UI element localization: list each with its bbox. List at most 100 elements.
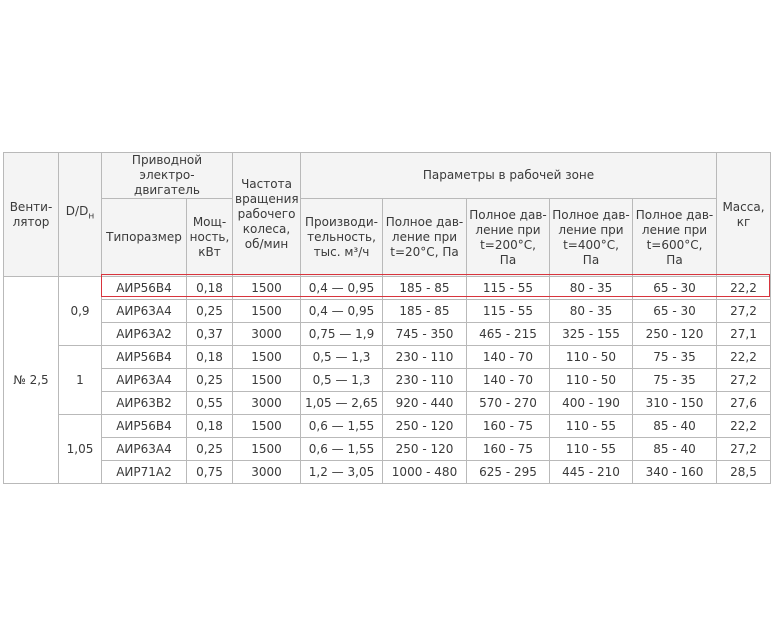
table-cell: 745 - 350 bbox=[382, 322, 467, 346]
table-cell: 0,18 bbox=[186, 414, 233, 438]
table-cell: 1,2 — 3,05 bbox=[300, 460, 383, 484]
table-cell: 3000 bbox=[232, 391, 301, 415]
table-cell: 80 - 35 bbox=[549, 299, 633, 323]
table-cell: АИР63А2 bbox=[101, 322, 187, 346]
header-cell: Венти- лятор bbox=[3, 152, 59, 277]
table-header: Венти- лятор D/Dн Приводной электро- дви… bbox=[3, 152, 771, 277]
table-cell: 0,25 bbox=[186, 368, 233, 392]
table-cell: 0,9 bbox=[58, 276, 102, 346]
table-row: 1 АИР56В4 0,18 1500 0,5 — 1,3 230 - 110 140 - … bbox=[4, 345, 771, 415]
table-cell: 0,4 — 0,95 bbox=[300, 299, 383, 323]
table-cell: 400 - 190 bbox=[549, 391, 633, 415]
table-row: АИР63В2 0,55 3000 1,05 — 2,65 920 - 440 570 -… bbox=[4, 391, 771, 415]
table-cell: 160 - 75 bbox=[466, 437, 550, 461]
table-cell: АИР63А4 bbox=[101, 299, 187, 323]
table-cell: 185 - 85 bbox=[382, 299, 467, 323]
table-cell: 110 - 50 bbox=[549, 368, 633, 392]
table-cell: 0,18 bbox=[186, 276, 233, 300]
table-cell: 75 - 35 bbox=[632, 345, 717, 369]
table-cell: 0,25 bbox=[186, 437, 233, 461]
table-cell: 250 - 120 bbox=[382, 414, 467, 438]
table-row: 1,05 АИР56В4 0,18 1500 0,6 — 1,55 250 - 120 16… bbox=[4, 414, 771, 484]
table-cell: 1500 bbox=[232, 414, 301, 438]
table-cell: 27,2 bbox=[716, 437, 771, 461]
table-cell: 22,2 bbox=[716, 345, 771, 369]
table-cell: 230 - 110 bbox=[382, 345, 467, 369]
table-cell: 0,5 — 1,3 bbox=[300, 368, 383, 392]
table-cell: 185 - 85 bbox=[382, 276, 467, 300]
header-text: D/D bbox=[65, 204, 89, 219]
table-cell: 0,37 bbox=[186, 322, 233, 346]
table-row: АИР63А4 0,25 1500 0,6 — 1,55 250 - 120 160 - … bbox=[4, 437, 771, 461]
table-cell: 340 - 160 bbox=[632, 460, 717, 484]
table-cell: 1500 bbox=[232, 368, 301, 392]
table-cell: 110 - 55 bbox=[549, 437, 633, 461]
table-cell: 1500 bbox=[232, 345, 301, 369]
table-cell: 22,2 bbox=[716, 414, 771, 438]
table-cell: 0,4 — 0,95 bbox=[300, 276, 383, 300]
table-cell: № 2,5 bbox=[3, 276, 59, 484]
table-row: АИР71А2 0,75 3000 1,2 — 3,05 1000 - 480 625 -… bbox=[4, 460, 771, 484]
table-cell: 0,6 — 1,55 bbox=[300, 414, 383, 438]
header-cell: Масса, кг bbox=[716, 152, 771, 277]
table-cell: 140 - 70 bbox=[466, 368, 550, 392]
header-cell: Частота вращения рабочего колеса, об/мин bbox=[232, 152, 301, 277]
table-cell: 27,6 bbox=[716, 391, 771, 415]
table-cell: АИР56В4 bbox=[101, 414, 187, 438]
header-cell: Полное дав- ление при t=200°C, Па bbox=[466, 198, 550, 277]
header-cell: Приводной электро- двигатель bbox=[101, 152, 233, 199]
table-cell: АИР56В4 bbox=[101, 276, 187, 300]
header-cell: D/Dн bbox=[58, 152, 102, 277]
table-cell: 0,6 — 1,55 bbox=[300, 437, 383, 461]
table-row: АИР63А4 0,25 1500 0,5 — 1,3 230 - 110 140 - 7… bbox=[4, 368, 771, 392]
table-cell: 65 - 30 bbox=[632, 299, 717, 323]
table-cell: 115 - 55 bbox=[466, 299, 550, 323]
table-row: АИР63А4 0,25 1500 0,4 — 0,95 185 - 85 115 - 5… bbox=[4, 299, 771, 323]
table-cell: 1 bbox=[58, 345, 102, 415]
table-cell: 110 - 50 bbox=[549, 345, 633, 369]
table-cell: 625 - 295 bbox=[466, 460, 550, 484]
table-cell: 325 - 155 bbox=[549, 322, 633, 346]
header-row: Венти- лятор D/Dн Приводной электро- дви… bbox=[3, 152, 771, 277]
table-cell: 160 - 75 bbox=[466, 414, 550, 438]
header-cell: Полное дав- ление при t=400°C, Па bbox=[549, 198, 633, 277]
table-cell: 250 - 120 bbox=[382, 437, 467, 461]
table-cell: 1500 bbox=[232, 437, 301, 461]
table-cell: 22,2 bbox=[716, 276, 771, 300]
table-cell: 445 - 210 bbox=[549, 460, 633, 484]
header-cell: Параметры в рабочей зоне bbox=[300, 152, 717, 199]
table-cell: 0,25 bbox=[186, 299, 233, 323]
table-cell: 3000 bbox=[232, 460, 301, 484]
table-cell: 230 - 110 bbox=[382, 368, 467, 392]
table-cell: 920 - 440 bbox=[382, 391, 467, 415]
table-cell: 115 - 55 bbox=[466, 276, 550, 300]
table-cell: 27,2 bbox=[716, 299, 771, 323]
header-row: Типоразмер Мощ- ность, кВт Производи- те… bbox=[4, 198, 771, 277]
table-cell: 1500 bbox=[232, 299, 301, 323]
header-cell: Полное дав- ление при t=600°C, Па bbox=[632, 198, 717, 277]
table-cell: 27,1 bbox=[716, 322, 771, 346]
table-cell: АИР71А2 bbox=[101, 460, 187, 484]
table-body: № 2,5 0,9 АИР56В4 0,18 1500 0,4 — 0,95 185 - 8… bbox=[3, 276, 771, 484]
table-cell: 465 - 215 bbox=[466, 322, 550, 346]
table-row: АИР63А2 0,37 3000 0,75 — 1,9 745 - 350 465 - … bbox=[4, 322, 771, 346]
table-row: № 2,5 0,9 АИР56В4 0,18 1500 0,4 — 0,95 185 - 8… bbox=[3, 276, 771, 484]
table-cell: 1000 - 480 bbox=[382, 460, 467, 484]
table-cell: 85 - 40 bbox=[632, 437, 717, 461]
table-cell: 310 - 150 bbox=[632, 391, 717, 415]
table-cell: 110 - 55 bbox=[549, 414, 633, 438]
header-cell: Мощ- ность, кВт bbox=[186, 198, 233, 277]
table-cell: 0,75 bbox=[186, 460, 233, 484]
header-cell: Производи- тельность, тыс. м³/ч bbox=[300, 198, 383, 277]
table-cell: 1500 bbox=[232, 276, 301, 300]
table-cell: 27,2 bbox=[716, 368, 771, 392]
fan-table: Венти- лятор D/Dн Приводной электро- дви… bbox=[3, 152, 771, 484]
table-cell: 250 - 120 bbox=[632, 322, 717, 346]
table-cell: АИР56В4 bbox=[101, 345, 187, 369]
table-cell: 0,55 bbox=[186, 391, 233, 415]
table-cell: 80 - 35 bbox=[549, 276, 633, 300]
table-cell: 28,5 bbox=[716, 460, 771, 484]
table-cell: 0,75 — 1,9 bbox=[300, 322, 383, 346]
